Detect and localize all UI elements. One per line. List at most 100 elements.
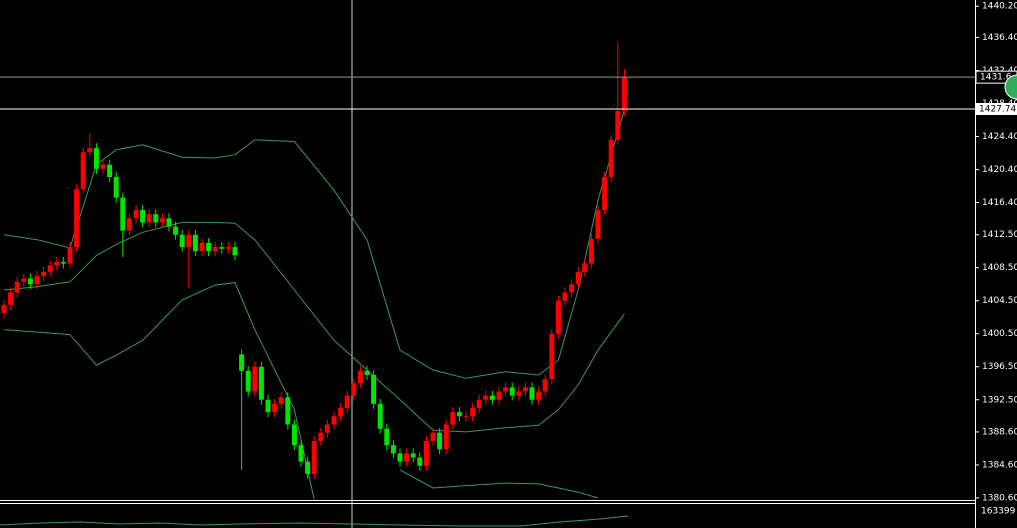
y-tick-label: 1420.40 [982, 165, 1017, 175]
candle-body [456, 412, 462, 417]
candle-body [588, 238, 594, 264]
candle-body [357, 370, 363, 384]
candle-body [166, 218, 172, 227]
y-tick-label: 1408.50 [982, 263, 1017, 273]
candle-body [113, 176, 119, 198]
candle-body [324, 424, 330, 433]
candle-body [423, 441, 429, 466]
candle-body [483, 395, 489, 400]
candle-body [206, 242, 212, 252]
y-tick-label: 1440.20 [982, 2, 1017, 12]
candle-body [430, 432, 436, 442]
candle-body [133, 209, 139, 219]
candle-body [384, 428, 390, 446]
band-line [3, 109, 625, 379]
candle-body [476, 399, 482, 409]
y-tick-label: 1396.50 [982, 362, 1017, 372]
candle-body [503, 387, 509, 392]
y-tick-label: 1404.50 [982, 296, 1017, 306]
price-axis: 1440.201436.401432.401428.401424.401420.… [975, 2, 1017, 503]
candle-body [351, 383, 357, 396]
candle-body [404, 453, 410, 462]
candle-body [371, 375, 377, 404]
candle-body [34, 275, 40, 285]
candle-body [47, 265, 53, 272]
candle-body [463, 416, 469, 418]
candle-body [496, 391, 502, 400]
candle-body [364, 370, 370, 375]
y-tick-label: 1424.40 [982, 132, 1017, 142]
candle-body [318, 432, 324, 442]
candle-body [291, 424, 297, 446]
candle-body [14, 281, 20, 293]
candle-body [179, 234, 185, 248]
candle-body [536, 391, 542, 400]
y-tick-label: 1436.40 [982, 33, 1017, 43]
band-line [3, 221, 625, 433]
candle-body [390, 445, 396, 454]
candle-body [87, 148, 93, 153]
candle-body [153, 214, 159, 223]
y-tick-label: 1392.50 [982, 395, 1017, 405]
candle-body [542, 379, 548, 392]
candle-body [186, 234, 192, 248]
status-badge [1004, 74, 1017, 100]
candle-body [470, 408, 476, 417]
last-price-label: 1431.6 [980, 73, 1012, 83]
candle-body [27, 278, 33, 285]
candle-body [93, 148, 99, 169]
candle-body [245, 370, 251, 392]
candle-body [555, 300, 561, 334]
volume-label: 163399 [981, 507, 1016, 517]
y-tick-label: 1388.60 [982, 427, 1017, 437]
candle-body [199, 242, 205, 252]
band-line [3, 282, 599, 500]
candle-body [80, 152, 86, 190]
candle-body [67, 247, 73, 264]
candle-body [489, 395, 495, 400]
candle-body [338, 408, 344, 417]
candle-body [173, 226, 179, 235]
candle-body [239, 354, 245, 371]
candle-body [549, 333, 555, 380]
candle-body [272, 403, 278, 413]
candle-body [140, 209, 146, 223]
candle-body [397, 453, 403, 462]
crosshair-price-box [976, 102, 1017, 115]
candle-body [232, 247, 238, 256]
candle-body [265, 399, 271, 413]
volume-indicator [0, 515, 629, 527]
plot-area [0, 41, 975, 500]
candle-body [437, 432, 443, 450]
candle-body [126, 218, 132, 231]
candle-body [602, 176, 608, 210]
candle-body [608, 139, 614, 177]
y-tick-label: 1400.50 [982, 329, 1017, 339]
candle-body [8, 292, 14, 305]
candle-body [252, 366, 258, 392]
candle-body [621, 77, 627, 111]
candle-body [285, 397, 291, 425]
candle-body [417, 457, 423, 466]
candle-body [582, 263, 588, 272]
candle-body [298, 445, 304, 462]
candle-body [311, 441, 317, 475]
candle-body [41, 271, 47, 276]
candle-body [225, 247, 231, 249]
candle-body [159, 218, 165, 223]
y-tick-label: 1416.40 [982, 198, 1017, 208]
candle-body [562, 292, 568, 301]
candle-body [54, 261, 60, 266]
candle-body [305, 461, 311, 475]
y-tick-label: 1384.60 [982, 460, 1017, 470]
candle-body [516, 391, 522, 396]
candle-body [522, 387, 528, 392]
candle-body [450, 412, 456, 425]
crosshair-price-label: 1427.74 [979, 104, 1016, 114]
candle-body [344, 395, 350, 409]
candle-body [1, 304, 7, 314]
candle-body [443, 424, 449, 450]
candle-body [410, 453, 416, 458]
